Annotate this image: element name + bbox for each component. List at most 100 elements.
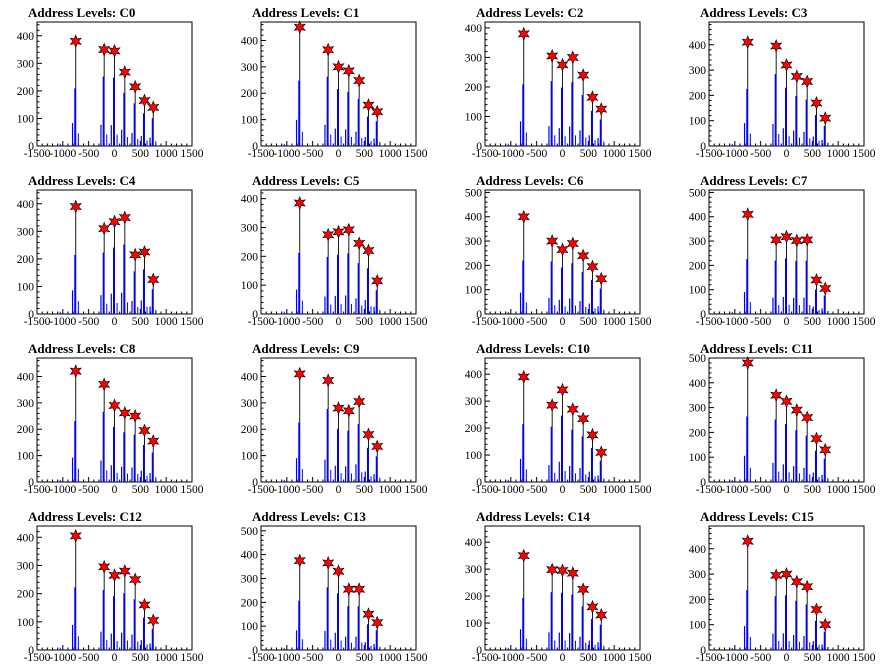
x-tick-label: -1000 <box>273 652 300 664</box>
x-tick-label: 1000 <box>379 148 402 160</box>
star-marker-icon <box>98 42 111 57</box>
x-tick-label: 0 <box>784 652 790 664</box>
star-marker-icon <box>801 74 814 89</box>
star-marker-icon <box>770 388 783 403</box>
star-marker-icon <box>147 100 160 115</box>
x-tick-label: 500 <box>132 316 150 328</box>
x-tick-label: 1000 <box>155 148 178 160</box>
x-tick-label: 1500 <box>405 484 428 496</box>
star-marker-icon <box>586 259 599 274</box>
star-marker-icon <box>322 373 335 388</box>
y-tick-label: 200 <box>465 423 483 435</box>
y-tick-label: 300 <box>689 65 707 77</box>
y-tick-label: 200 <box>689 260 707 272</box>
x-tick-label: -1000 <box>497 316 524 328</box>
x-tick-label: -500 <box>750 652 771 664</box>
x-tick-label: 1000 <box>603 148 626 160</box>
y-tick-label: 0 <box>476 141 482 153</box>
y-tick-label: 200 <box>17 86 35 98</box>
x-tick-label: 1000 <box>379 484 402 496</box>
star-marker-icon <box>801 579 814 594</box>
y-tick-label: 100 <box>241 451 259 463</box>
chart-title: Address Levels: C11 <box>700 341 813 356</box>
star-marker-icon <box>556 242 569 257</box>
star-marker-icon <box>129 572 142 587</box>
chart-title: Address Levels: C9 <box>252 341 360 356</box>
x-tick-label: 0 <box>112 652 118 664</box>
chart-panel: Address Levels: C9 0 100 200 300 400 -1500 -100… <box>224 336 448 504</box>
x-tick-label: 1000 <box>379 316 402 328</box>
y-tick-label: 100 <box>689 116 707 128</box>
y-tick-label: 200 <box>241 88 259 100</box>
chart-svg: Address Levels: C8 0 100 200 300 400 -1500-100… <box>17 341 204 496</box>
x-tick-label: -1000 <box>273 316 300 328</box>
star-marker-icon <box>546 234 559 249</box>
chart-title: Address Levels: C12 <box>28 509 142 524</box>
star-marker-icon <box>819 617 832 632</box>
chart-title: Address Levels: C3 <box>700 5 808 20</box>
star-marker-icon <box>353 73 366 88</box>
y-tick-label: 100 <box>241 621 259 633</box>
y-tick-label: 0 <box>28 309 34 321</box>
x-tick-label: 1000 <box>603 652 626 664</box>
star-marker-icon <box>780 57 793 73</box>
x-tick-label: -500 <box>302 316 323 328</box>
x-tick-label: 500 <box>804 484 822 496</box>
star-marker-icon <box>362 98 375 113</box>
x-tick-label: 1000 <box>379 652 402 664</box>
x-tick-label: 1000 <box>603 316 626 328</box>
x-tick-label: -1500 <box>472 652 499 664</box>
star-marker-icon <box>98 559 111 574</box>
y-tick-label: 0 <box>252 477 258 489</box>
y-tick-label: 300 <box>241 62 259 74</box>
y-tick-label: 200 <box>241 424 259 436</box>
y-tick-label: 100 <box>17 281 35 293</box>
chart-panel: Address Levels: C4 0 100 200 300 400 -1500 -100… <box>0 168 224 336</box>
x-tick-label: -1500 <box>24 484 51 496</box>
star-marker-icon <box>517 209 530 224</box>
y-tick-label: 100 <box>17 617 35 629</box>
star-marker-icon <box>810 431 823 446</box>
x-tick-label: 1500 <box>181 484 204 496</box>
star-marker-icon <box>342 222 355 237</box>
y-tick-label: 300 <box>241 222 259 234</box>
x-tick-label: -1000 <box>721 316 748 328</box>
chart-title: Address Levels: C6 <box>476 173 584 188</box>
star-marker-icon <box>790 233 803 248</box>
y-tick-label: 400 <box>465 369 483 381</box>
x-tick-label: -1000 <box>497 148 524 160</box>
star-marker-icon <box>566 236 579 251</box>
y-tick-label: 200 <box>241 251 259 263</box>
star-marker-icon <box>595 102 608 117</box>
star-marker-icon <box>741 35 754 50</box>
star-marker-icon <box>332 564 345 579</box>
x-tick-label: 500 <box>580 484 598 496</box>
y-tick-label: 200 <box>241 597 259 609</box>
star-marker-icon <box>371 104 384 119</box>
y-tick-label: 500 <box>689 187 707 199</box>
y-tick-label: 100 <box>465 450 483 462</box>
star-marker-icon <box>293 195 306 211</box>
x-tick-label: 500 <box>580 148 598 160</box>
x-tick-label: 0 <box>560 148 566 160</box>
x-tick-label: -1000 <box>49 484 76 496</box>
x-tick-label: 1000 <box>827 316 850 328</box>
y-tick-label: 400 <box>17 371 35 383</box>
y-tick-label: 300 <box>17 560 35 572</box>
star-marker-icon <box>819 442 832 457</box>
star-marker-icon <box>546 48 559 63</box>
y-tick-label: 100 <box>465 285 483 297</box>
x-tick-label: 1500 <box>853 652 876 664</box>
y-tick-label: 300 <box>241 398 259 410</box>
x-tick-label: 500 <box>804 316 822 328</box>
chart-panel: Address Levels: C8 0 100 200 300 400 -1500 -100… <box>0 336 224 504</box>
x-tick-label: 0 <box>560 316 566 328</box>
star-marker-icon <box>69 364 82 379</box>
y-tick-label: 300 <box>465 52 483 64</box>
chart-title: Address Levels: C0 <box>28 5 135 20</box>
x-tick-label: 1500 <box>853 148 876 160</box>
star-marker-icon <box>138 597 151 612</box>
star-marker-icon <box>322 42 335 57</box>
y-tick-label: 400 <box>689 544 707 556</box>
